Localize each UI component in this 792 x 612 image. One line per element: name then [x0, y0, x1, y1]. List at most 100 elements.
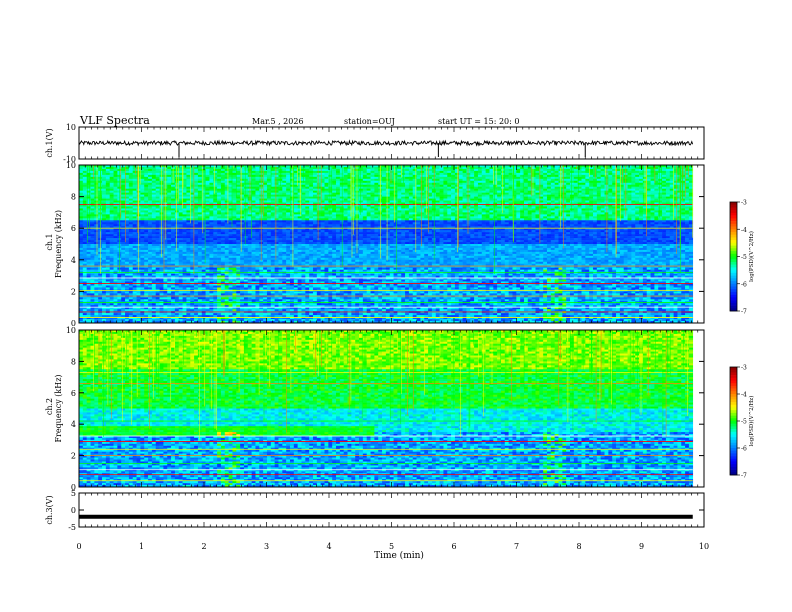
psd-cell [500, 182, 506, 186]
psd-cell [316, 200, 321, 203]
psd-cell [144, 190, 149, 193]
psd-cell [550, 188, 555, 191]
psd-cell [412, 170, 417, 174]
psd-cell [623, 218, 628, 221]
psd-cell [508, 176, 513, 180]
psd-cell [493, 165, 498, 168]
psd-cell [263, 200, 268, 203]
psd-cell [470, 192, 475, 195]
psd-cell [144, 172, 149, 176]
psd-cell [366, 200, 371, 203]
psd-cell [190, 202, 195, 205]
psd-cell [320, 198, 325, 201]
psd-cell [485, 176, 490, 180]
psd-cell [243, 208, 249, 211]
psd-cell [155, 170, 160, 174]
psd-cell [412, 174, 417, 178]
psd-cell [616, 174, 621, 178]
psd-cell [412, 190, 417, 193]
psd-cell [408, 174, 414, 178]
psd-cell [616, 212, 621, 215]
psd-cell [543, 204, 548, 207]
psd-cell [573, 218, 578, 221]
psd-cell [443, 198, 448, 201]
psd-cell [228, 204, 233, 207]
psd-cell [178, 182, 183, 186]
psd-cell [639, 176, 644, 180]
psd-cell [546, 222, 552, 225]
psd-cell [232, 204, 237, 207]
psd-cell [600, 180, 605, 184]
psd-cell [255, 222, 260, 225]
psd-cell [685, 176, 690, 180]
psd-cell [420, 190, 425, 193]
psd-cell [593, 210, 598, 213]
psd-cell [443, 206, 448, 209]
psd-cell [531, 204, 536, 207]
psd-cell [79, 186, 84, 189]
psd-cell [316, 194, 321, 197]
psd-cell [681, 172, 686, 176]
psd-cell [362, 174, 367, 178]
psd-cell [650, 186, 655, 189]
psd-cell [581, 188, 586, 191]
psd-cell [420, 182, 425, 186]
psd-cell [213, 212, 218, 215]
psd-cell [82, 202, 87, 205]
psd-cell [155, 188, 160, 191]
psd-cell [562, 165, 567, 168]
psd-cell [286, 176, 291, 180]
psd-cell [220, 184, 226, 188]
psd-cell [82, 220, 87, 223]
psd-cell [389, 178, 394, 182]
psd-cell [566, 178, 571, 182]
psd-cell [328, 166, 333, 170]
psd-cell [144, 182, 149, 186]
psd-cell [512, 216, 517, 219]
psd-cell [504, 214, 509, 217]
psd-cell [220, 200, 226, 203]
psd-cell [243, 176, 249, 180]
psd-cell [401, 188, 406, 191]
psd-cell [182, 220, 187, 223]
psd-cell [113, 178, 118, 182]
psd-cell [424, 196, 429, 199]
psd-cell [420, 188, 425, 191]
psd-cell [332, 165, 337, 168]
psd-cell [144, 170, 149, 174]
psd-cell [359, 170, 364, 174]
psd-cell [585, 204, 590, 207]
psd-cell [470, 206, 475, 209]
psd-cell [454, 176, 460, 180]
psd-cell [562, 208, 567, 211]
psd-cell [316, 216, 321, 219]
psd-cell [324, 206, 329, 209]
psd-cell [282, 212, 287, 215]
psd-cell [443, 166, 448, 170]
psd-cell [213, 218, 218, 221]
psd-cell [190, 208, 195, 211]
psd-cell [462, 168, 467, 172]
psd-cell [205, 196, 210, 199]
psd-cell [217, 186, 222, 189]
psd-cell [236, 202, 241, 205]
psd-cell [270, 202, 275, 205]
psd-cell [209, 194, 214, 197]
psd-cell [228, 210, 233, 213]
psd-cell [654, 204, 659, 207]
psd-cell [585, 198, 590, 201]
psd-cell [504, 166, 509, 170]
psd-cell [251, 218, 256, 221]
psd-cell [109, 212, 114, 215]
psd-cell [531, 210, 536, 213]
psd-cell [416, 176, 421, 180]
psd-cell [389, 220, 394, 223]
psd-cell [128, 168, 134, 172]
psd-cell [485, 168, 490, 172]
psd-cell [581, 184, 586, 188]
psd-cell [627, 214, 632, 217]
psd-cell [631, 198, 636, 201]
psd-cell [635, 206, 640, 209]
psd-cell [332, 178, 337, 182]
psd-cell [600, 194, 605, 197]
